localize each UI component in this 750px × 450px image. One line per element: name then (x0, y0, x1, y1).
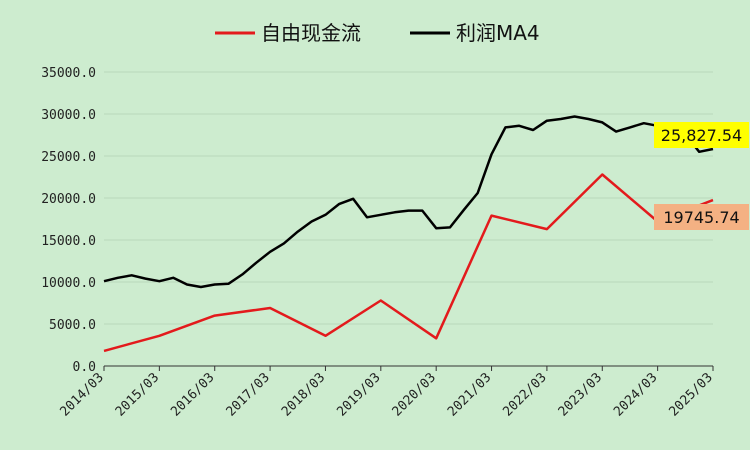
y-tick-label: 30000.0 (41, 108, 96, 123)
value-callouts: 25,827.54 19745.74 (654, 122, 749, 230)
series-lines (103, 115, 714, 353)
y-tick-label: 25000.0 (41, 150, 96, 165)
y-tick-label: 5000.0 (49, 318, 96, 333)
callout-box-1 (654, 204, 749, 230)
callout-label-0: 25,827.54 (661, 126, 742, 145)
y-tick-label: 0.0 (73, 360, 96, 375)
series-line-1 (103, 115, 714, 289)
callout-box-0 (654, 122, 749, 148)
legend-label-free-cash-flow: 自由现金流 (261, 21, 361, 45)
y-tick-label: 20000.0 (41, 192, 96, 207)
y-axis: 0.0 5000.0 10000.0 15000.0 20000.0 25000.0 300… (41, 66, 96, 375)
y-tick-label: 10000.0 (41, 276, 96, 291)
y-tick-label: 35000.0 (41, 66, 96, 81)
legend: 自由现金流 利润MA4 (215, 21, 540, 45)
series-line-0 (103, 173, 714, 353)
legend-label-profit-ma4: 利润MA4 (456, 21, 540, 45)
callout-label-1: 19745.74 (663, 208, 739, 227)
y-tick-label: 15000.0 (41, 234, 96, 249)
